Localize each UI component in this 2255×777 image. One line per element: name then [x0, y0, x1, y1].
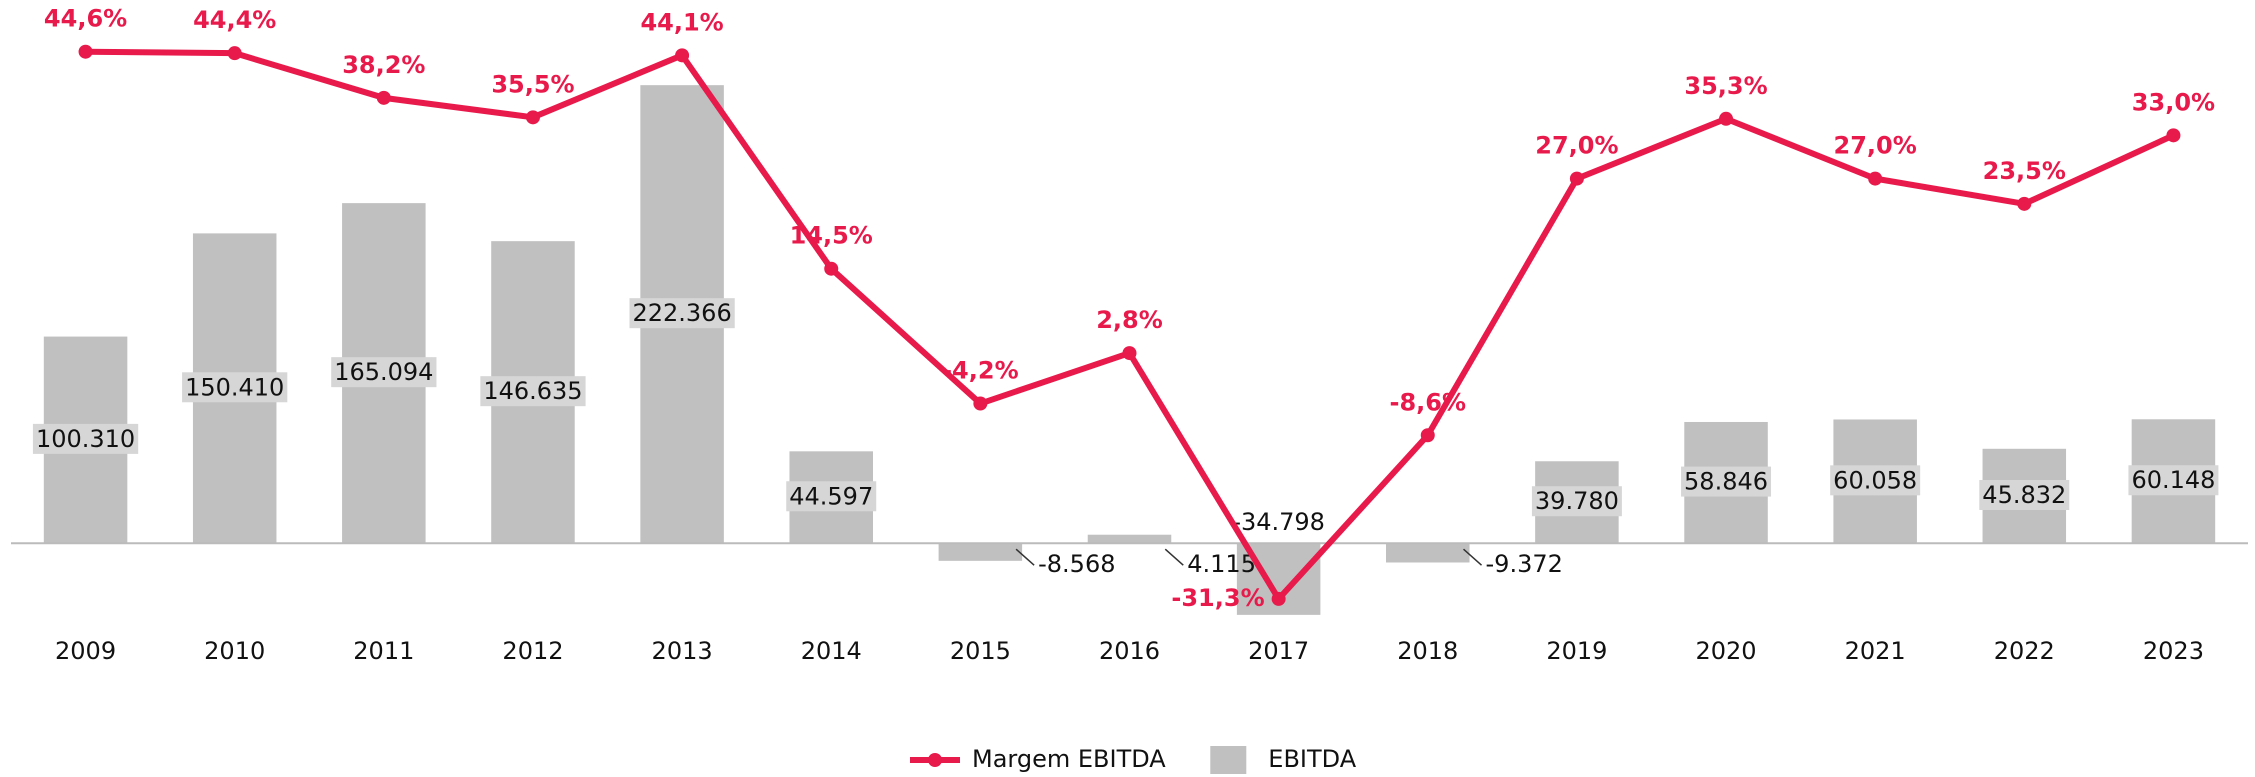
label-bg	[1830, 465, 1921, 496]
line-value-label: 38,2%	[342, 51, 425, 79]
x-tick-label: 2009	[55, 637, 116, 665]
x-tick-label: 2021	[1845, 637, 1906, 665]
line-value-label: 44,6%	[44, 5, 127, 33]
x-tick-label: 2018	[1397, 637, 1458, 665]
x-tick-label: 2010	[204, 637, 265, 665]
label-bg	[629, 298, 735, 329]
bar-value-label: 4.115	[1187, 550, 1256, 578]
x-tick-label: 2020	[1695, 637, 1756, 665]
bar-value-label: 39.780	[1535, 487, 1619, 515]
x-tick-label: 2017	[1248, 637, 1309, 665]
x-tick-label: 2013	[652, 637, 713, 665]
bar-value-label: 60.148	[2131, 466, 2215, 494]
line-value-label: 23,5%	[1983, 157, 2066, 185]
line-value-label: 2,8%	[1096, 306, 1163, 334]
bar-value-label: 146.635	[483, 377, 582, 405]
legend-label: EBITDA	[1268, 745, 1356, 773]
label-bg	[32, 423, 139, 454]
line-value-label: 35,3%	[1684, 72, 1767, 100]
line-point	[824, 261, 839, 276]
label-bg	[182, 372, 288, 403]
bar	[938, 543, 1023, 561]
x-tick-label: 2014	[801, 637, 862, 665]
line-point	[2166, 128, 2181, 143]
bar	[1386, 543, 1470, 563]
line-value-label: 33,0%	[2132, 88, 2215, 116]
label-bg	[786, 481, 877, 512]
bar-value-label: 150.410	[185, 373, 284, 401]
line-point	[1569, 171, 1584, 186]
line-point	[1868, 171, 1883, 186]
line-value-label: -8,6%	[1390, 388, 1467, 416]
line-value-label: 35,5%	[491, 70, 574, 98]
line-point	[78, 44, 93, 59]
label-bg	[2128, 465, 2219, 496]
x-tick-label: 2023	[2143, 637, 2204, 665]
line-point	[675, 48, 690, 63]
line-point	[2017, 196, 2032, 211]
line-value-label: 44,1%	[640, 8, 723, 36]
line-point	[973, 396, 988, 411]
bar-value-label: -8.568	[1038, 550, 1115, 578]
bar-value-label: 44.597	[789, 482, 873, 510]
line-point	[227, 46, 242, 61]
x-tick-label: 2016	[1099, 637, 1160, 665]
x-tick-label: 2015	[950, 637, 1011, 665]
label-bg	[480, 376, 586, 407]
line-value-label: 27,0%	[1834, 132, 1917, 160]
bar	[1087, 534, 1172, 544]
legend-label: Margem EBITDA	[972, 745, 1166, 773]
line-point	[1420, 428, 1435, 443]
x-tick-label: 2011	[353, 637, 414, 665]
line-point	[1719, 111, 1734, 126]
x-tick-label: 2022	[1994, 637, 2055, 665]
bar-value-label: 60.058	[1833, 466, 1917, 494]
bar-value-label: -9.372	[1486, 550, 1563, 578]
bar-value-label: -34.798	[1232, 508, 1325, 536]
x-tick-label: 2019	[1546, 637, 1607, 665]
line-point	[525, 110, 540, 125]
bar-value-label: 100.310	[36, 425, 135, 453]
leader-line	[1015, 548, 1035, 566]
bar-value-label: 45.832	[1982, 481, 2066, 509]
line-value-label: 14,5%	[790, 222, 873, 250]
line-point	[1122, 346, 1137, 361]
x-tick-label: 2012	[502, 637, 563, 665]
line-value-label: -31,3%	[1171, 584, 1264, 612]
line-point	[1271, 591, 1286, 606]
bar-value-label: 58.846	[1684, 468, 1768, 496]
leader-line	[1463, 548, 1483, 566]
label-bg	[331, 357, 437, 388]
legend-point	[928, 753, 942, 767]
line-point	[376, 90, 391, 105]
bar-value-label: 165.094	[334, 358, 433, 386]
line-value-label: 44,4%	[193, 6, 276, 34]
label-bg	[1979, 479, 2070, 510]
line-value-label: 27,0%	[1535, 132, 1618, 160]
bar-value-label: 222.366	[632, 299, 731, 327]
leader-line	[1164, 548, 1184, 566]
line-value-label: -4,2%	[942, 357, 1019, 385]
legend-swatch	[1210, 746, 1247, 774]
label-bg	[1681, 466, 1772, 497]
label-bg	[1531, 486, 1622, 517]
